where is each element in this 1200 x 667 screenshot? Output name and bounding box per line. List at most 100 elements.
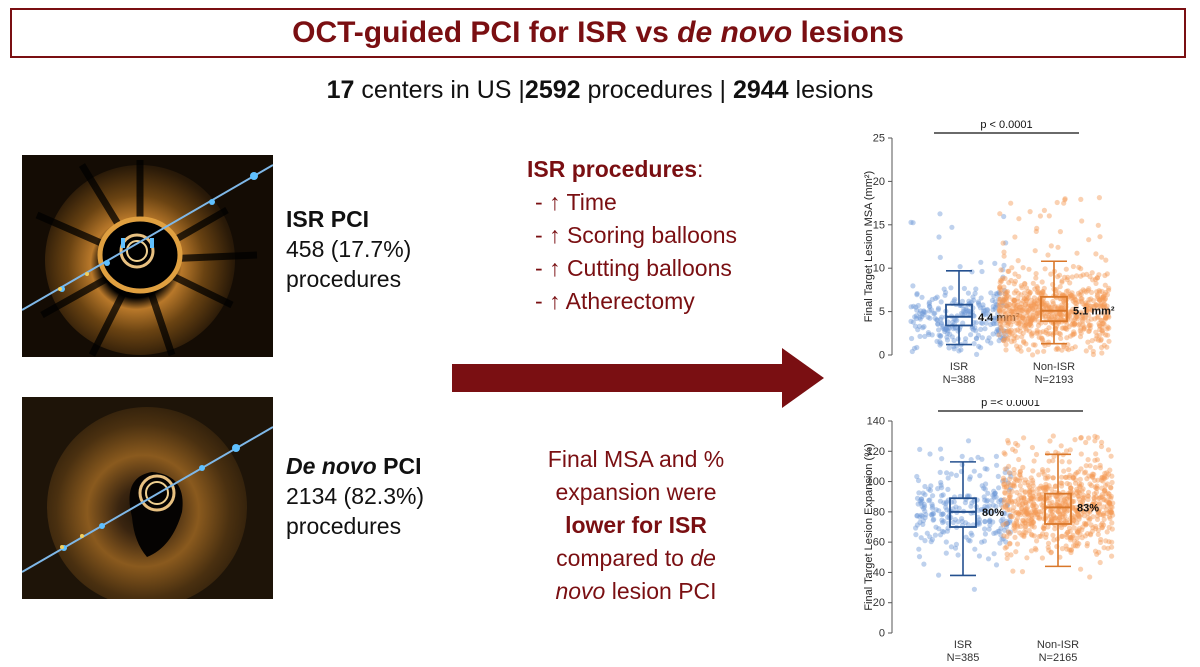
data-point [1109,510,1115,516]
data-point [992,490,998,496]
data-point [1106,500,1113,506]
data-point [1099,324,1105,330]
data-point [1057,331,1063,337]
data-point [914,344,920,351]
data-point [975,299,982,305]
data-point [1067,309,1073,315]
data-point [1083,463,1089,469]
data-point [1071,309,1077,315]
data-point [1059,325,1065,331]
data-point [1065,529,1071,535]
data-point [1085,339,1091,345]
data-point [1053,483,1059,489]
data-point [1072,321,1078,327]
data-point [1093,336,1099,342]
data-point [1057,272,1063,278]
data-point [1041,207,1047,213]
data-point [1067,333,1074,339]
data-point [1098,494,1104,500]
data-point [1005,440,1011,446]
data-point [1030,519,1036,525]
data-point [1073,515,1079,521]
data-point [1026,303,1032,309]
data-point [1006,305,1012,311]
data-point [1095,531,1101,537]
data-point [1013,476,1019,482]
data-point [1083,314,1089,320]
data-point [1093,504,1099,511]
data-point [1014,343,1020,349]
data-point [1026,528,1032,534]
data-point [1036,492,1042,498]
data-point [945,328,951,334]
data-point [1073,507,1079,513]
data-point [1031,496,1037,502]
data-point [1035,303,1041,309]
data-point [1059,278,1065,284]
data-point [1070,475,1076,481]
data-point [927,315,933,321]
data-point [932,532,938,538]
data-point [1014,334,1020,340]
data-point [1017,328,1023,335]
data-point [1085,300,1091,306]
data-point [1106,338,1112,344]
y-tick-label: 100 [867,476,885,488]
data-point [928,307,935,313]
data-point [957,264,963,270]
data-point [1003,319,1009,326]
data-point [1019,495,1025,501]
data-point [1017,469,1023,475]
data-point [1068,292,1074,298]
data-point [1002,302,1008,309]
data-point [909,348,915,355]
data-point [1064,508,1070,514]
data-point [1022,477,1028,483]
data-point [921,309,927,315]
isr-oct-image [22,155,273,357]
data-point [1011,338,1017,344]
data-point [1001,297,1007,303]
data-point [986,503,992,509]
data-point [1004,303,1010,309]
data-point [1019,285,1025,291]
data-point [984,306,990,313]
data-point [930,493,936,499]
data-point [959,453,965,459]
data-point [1026,322,1032,328]
data-point [1062,196,1068,202]
y-tick-label: 20 [873,176,885,188]
data-point [1104,470,1110,476]
data-point [1011,505,1017,511]
data-point [1014,522,1020,528]
data-point [1071,543,1077,549]
data-point [999,331,1005,338]
data-point [981,506,987,513]
data-point [990,331,996,337]
data-point [1076,483,1082,489]
data-point [1007,519,1013,525]
data-point [1105,545,1111,551]
data-point [1022,489,1028,495]
data-point [963,307,969,313]
data-point [1019,487,1025,493]
data-point [1017,325,1023,331]
data-point [1069,290,1075,296]
data-point [991,551,997,557]
data-point [923,512,929,518]
data-point [1102,296,1108,303]
data-point [1090,502,1096,509]
data-point [1099,475,1105,481]
data-point [1047,331,1053,337]
data-point [1108,495,1114,501]
data-point [1031,533,1037,539]
data-point [936,572,942,578]
data-point [937,254,943,260]
data-point [1094,293,1100,299]
data-point [1074,528,1080,534]
data-point [943,550,949,556]
data-point [1002,296,1009,302]
data-point [998,290,1004,296]
data-point [1001,328,1007,334]
